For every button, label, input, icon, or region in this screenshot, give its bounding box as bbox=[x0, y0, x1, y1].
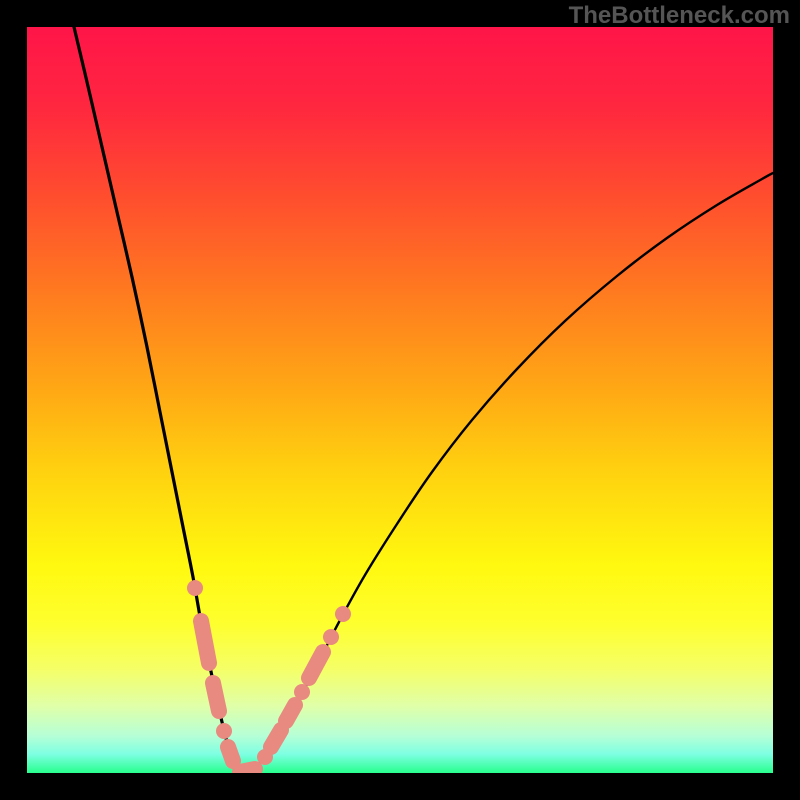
watermark-text: TheBottleneck.com bbox=[569, 2, 790, 30]
chart-container: TheBottleneck.com bbox=[0, 0, 800, 800]
plot-area bbox=[27, 27, 773, 773]
gradient-background bbox=[27, 27, 773, 773]
